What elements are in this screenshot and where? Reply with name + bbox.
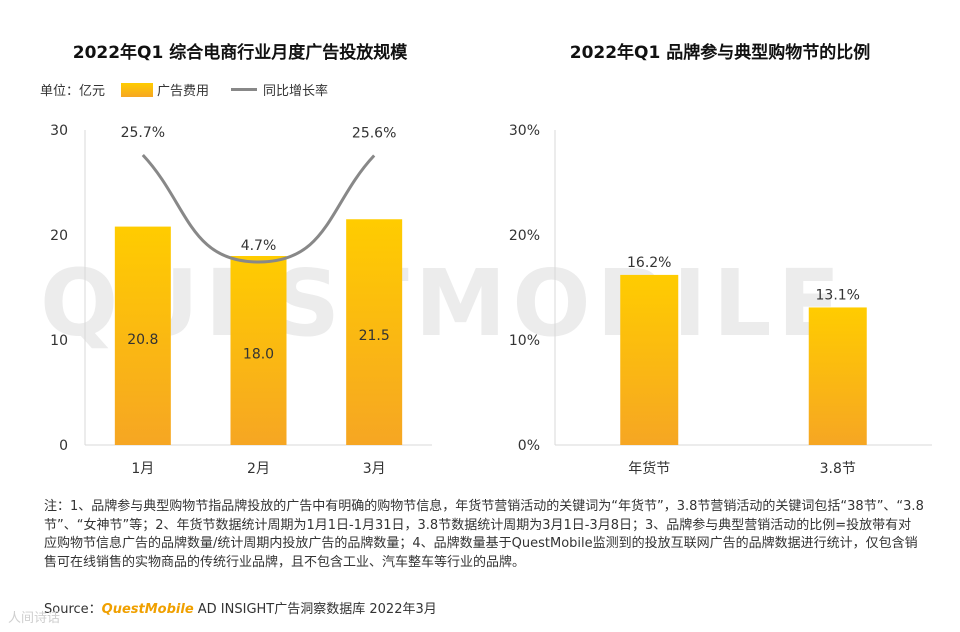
right-y-tick-label: 10% <box>509 333 540 349</box>
left-bar-value-label: 20.8 <box>127 332 158 348</box>
right-bar-value-label: 13.1% <box>816 287 860 303</box>
left-y-tick-label: 0 <box>59 438 68 454</box>
bar-legend-label: 广告费用 <box>157 84 210 99</box>
right-bar <box>620 274 679 445</box>
left-x-tick-label: 3月 <box>363 461 386 477</box>
growth-rate-line <box>141 153 376 264</box>
source-prefix: Source： <box>44 602 102 617</box>
left-bar-value-label: 21.5 <box>359 328 390 344</box>
right-bar-value-label: 16.2% <box>627 255 671 271</box>
growth-rate-label: 4.7% <box>241 238 277 254</box>
left-chart-legend: 单位：亿元 广告费用 同比增长率 <box>40 80 328 99</box>
right-x-tick-label: 年货节 <box>628 460 670 477</box>
left-bar <box>114 226 171 445</box>
right-bar <box>808 307 867 445</box>
bar-legend-swatch <box>121 82 154 97</box>
left-y-tick-label: 10 <box>50 333 68 349</box>
growth-rate-label: 25.7% <box>121 125 165 141</box>
charts-canvas: 0 10 20 30 20.8 1月 18.0 2月 21.5 3月 25.7% 4.7% 25.6% 0… <box>50 123 932 477</box>
left-chart-title: 2022年Q1 综合电商行业月度广告投放规模 <box>72 43 408 63</box>
line-legend-label: 同比增长率 <box>263 84 329 99</box>
source-line: Source：QuestMobile AD INSIGHT广告洞察数据库 202… <box>44 598 437 617</box>
corner-watermark: 人间诗话 <box>8 611 61 626</box>
watermark: QUESTMOBILE <box>40 250 847 357</box>
right-y-tick-label: 0% <box>518 438 540 454</box>
left-y-tick-label: 30 <box>50 123 68 139</box>
right-y-tick-label: 20% <box>509 228 540 244</box>
right-chart-title: 2022年Q1 品牌参与典型购物节的比例 <box>569 43 871 63</box>
right-x-tick-label: 3.8节 <box>820 461 856 477</box>
source-text: AD INSIGHT广告洞察数据库 2022年3月 <box>193 602 437 617</box>
left-bar <box>346 219 403 445</box>
line-legend-swatch <box>231 88 258 91</box>
unit-label: 单位：亿元 <box>40 84 106 99</box>
left-bar-value-label: 18.0 <box>243 347 274 363</box>
right-y-tick-label: 30% <box>509 123 540 139</box>
left-y-tick-label: 20 <box>50 228 68 244</box>
source-brand: QuestMobile <box>101 602 194 617</box>
left-x-tick-label: 2月 <box>247 461 270 477</box>
left-x-tick-label: 1月 <box>131 461 154 477</box>
footnotes: 注：1、品牌参与典型购物节指品牌投放的广告中有明确的购物节信息，年货节营销活动的… <box>44 499 924 570</box>
left-bar <box>230 256 287 445</box>
growth-rate-label: 25.6% <box>352 126 396 142</box>
